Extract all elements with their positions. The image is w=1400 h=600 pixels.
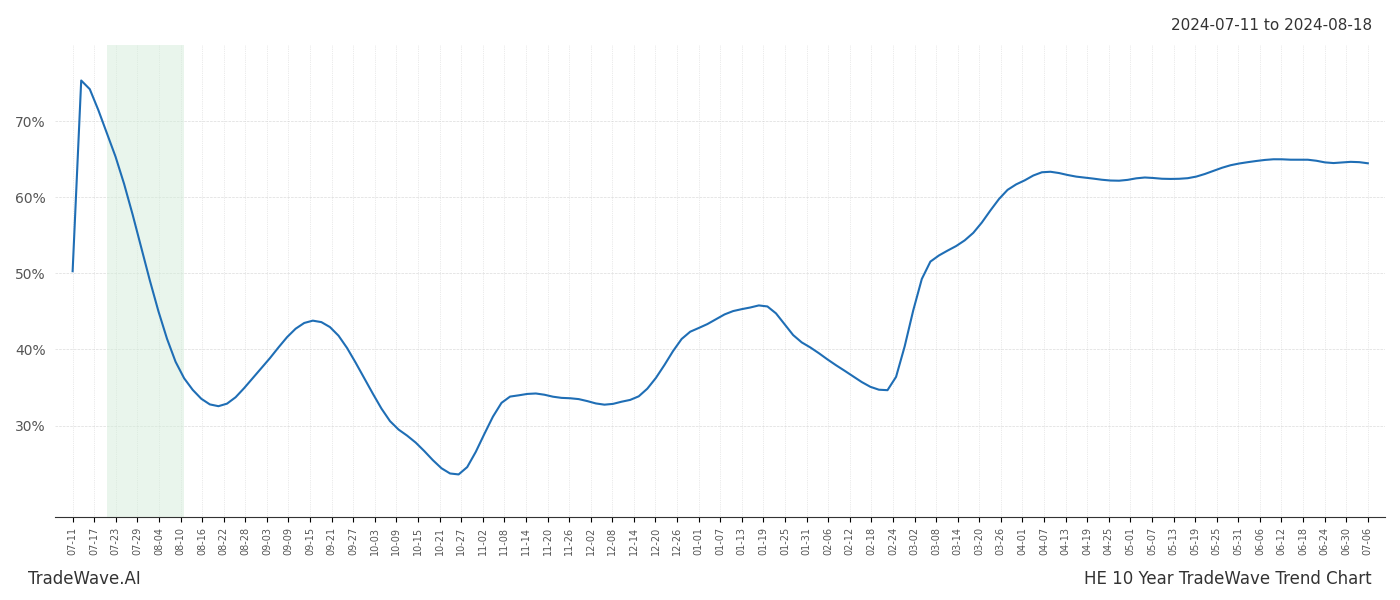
Text: TradeWave.AI: TradeWave.AI <box>28 570 141 588</box>
Bar <box>106 45 185 517</box>
Text: HE 10 Year TradeWave Trend Chart: HE 10 Year TradeWave Trend Chart <box>1085 570 1372 588</box>
Text: 2024-07-11 to 2024-08-18: 2024-07-11 to 2024-08-18 <box>1170 18 1372 33</box>
